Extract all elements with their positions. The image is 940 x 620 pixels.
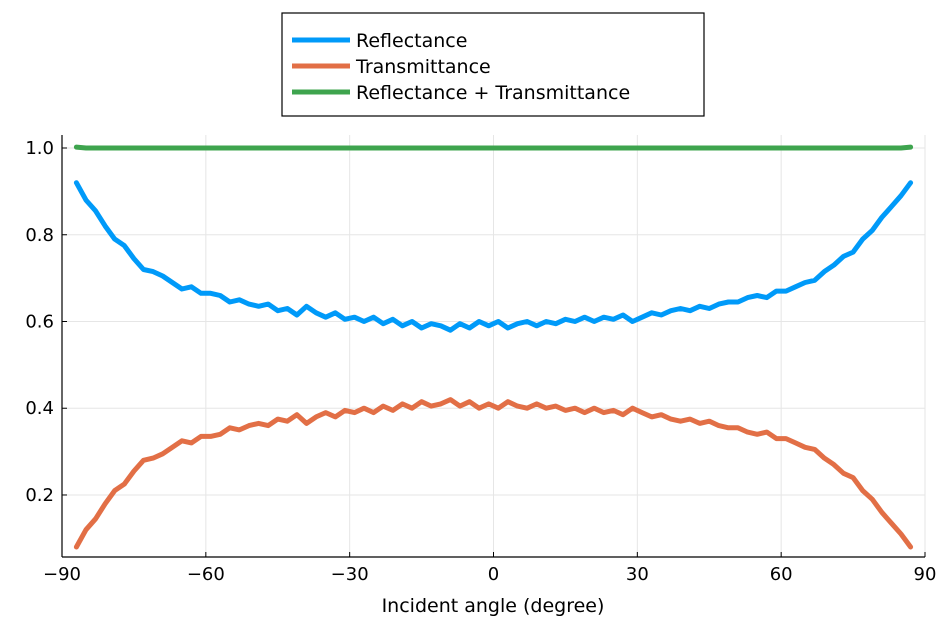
tick-labels: −90 −60 −30 0 30 60 90 0.2 0.4 0.6 0.8 1.0: [25, 138, 936, 585]
grid-lines: [61, 135, 926, 557]
x-axis-label: Incident angle (degree): [382, 595, 605, 617]
data-series: [73, 144, 914, 550]
x-tick-label: −90: [43, 564, 81, 585]
legend-label: Reflectance: [356, 30, 467, 52]
y-tick-label: 0.4: [25, 398, 54, 419]
legend-label: Transmittance: [355, 56, 491, 78]
legend-box: [281, 12, 705, 117]
x-tick-label: 60: [770, 564, 793, 585]
x-tick-label: −60: [187, 564, 225, 585]
x-tick-label: 0: [488, 564, 499, 585]
x-tick-label: 30: [626, 564, 649, 585]
legend: Reflectance Transmittance Reflectance + Tr…: [281, 12, 705, 117]
series-line-transmittance: [73, 397, 914, 550]
axes: [61, 135, 926, 558]
y-tick-label: 0.2: [25, 485, 54, 506]
series-line-reflectance-transmittance: [73, 144, 914, 151]
y-tick-label: 0.8: [25, 225, 54, 246]
y-tick-label: 0.6: [25, 311, 54, 332]
series-line-reflectance: [73, 180, 914, 333]
y-tick-label: 1.0: [25, 138, 54, 159]
legend-label: Reflectance + Transmittance: [356, 82, 630, 104]
x-tick-label: −30: [331, 564, 369, 585]
x-tick-label: 90: [914, 564, 937, 585]
